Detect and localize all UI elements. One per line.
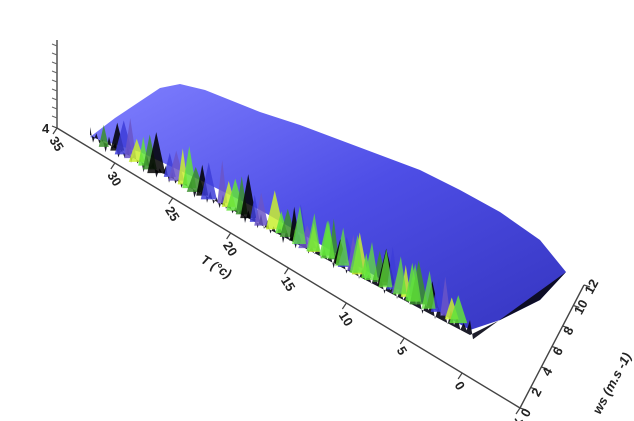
z-minor-tick (51, 88, 58, 92)
surface-spike (217, 160, 228, 204)
x-tick-label: -5 (509, 414, 528, 421)
surface-spike (292, 206, 306, 244)
z-minor-tick (51, 70, 58, 74)
surface-spikes (98, 118, 468, 324)
y-tick-label: 12 (581, 277, 601, 297)
x-tick-label: 15 (278, 274, 298, 294)
surface-spike (440, 276, 451, 316)
surface-plot (90, 84, 566, 340)
surface-spike (200, 162, 217, 200)
surface-spike (378, 249, 393, 288)
y-tick-mark (562, 325, 569, 329)
surface-spike (349, 234, 364, 273)
z-minor-tick (51, 106, 58, 110)
surface-spike (254, 192, 269, 226)
x-tick-label: 35 (46, 134, 66, 154)
z-axis-ticks: 4 (42, 121, 58, 136)
x-tick-mark (110, 162, 116, 170)
surface-spike (147, 132, 166, 174)
x-tick-mark (226, 232, 232, 240)
x-tick-label: 10 (336, 309, 356, 329)
x-tick-mark (341, 302, 347, 310)
y-tick-mark (519, 407, 527, 411)
surface-spike (306, 213, 321, 252)
y-tick-mark (573, 304, 580, 309)
z-minor-tick (51, 52, 58, 56)
y-tick-label: 10 (571, 297, 591, 317)
x-tick-mark (515, 407, 521, 415)
surface-spike (407, 263, 422, 302)
x-tick-mark (284, 267, 289, 275)
surface-spike (335, 227, 350, 266)
x-tick-label: 25 (162, 204, 182, 224)
surface-spike (240, 174, 257, 219)
z-tick-label: 4 (42, 121, 50, 136)
z-tick-mark (51, 125, 58, 129)
y-axis-label: ws (m.s -1) (589, 350, 634, 416)
surface-spike (392, 256, 407, 295)
x-tick-mark (457, 372, 463, 380)
y-tick-label: 4 (539, 364, 556, 378)
x-tick-mark (399, 337, 405, 345)
surface-spike (124, 118, 137, 159)
z-minor-tick (51, 43, 58, 47)
surface-spike (364, 242, 378, 280)
surface-top (90, 84, 566, 330)
surface-spike (421, 270, 436, 309)
z-axis-minor-ticks (51, 43, 58, 119)
surface-spike (320, 220, 335, 259)
y-tick-label: 6 (549, 344, 566, 357)
y-tick-mark (551, 345, 559, 350)
x-tick-label: 0 (452, 379, 469, 393)
x-tick-label: 20 (220, 239, 240, 259)
x-tick-label: 30 (104, 169, 124, 189)
z-minor-tick (51, 79, 58, 83)
x-tick-mark (168, 197, 174, 205)
x-tick-mark (52, 127, 58, 135)
y-tick-mark (583, 284, 591, 288)
surface-spike (98, 124, 109, 147)
surface-spike (449, 295, 468, 324)
y-tick-mark (530, 386, 537, 391)
y-tick-label: 8 (560, 324, 577, 337)
z-minor-tick (51, 61, 58, 65)
z-minor-tick (51, 97, 58, 101)
x-tick-label: 5 (394, 344, 411, 358)
y-tick-mark (541, 366, 548, 370)
y-tick-label: 2 (528, 385, 545, 398)
z-minor-tick (51, 115, 58, 119)
